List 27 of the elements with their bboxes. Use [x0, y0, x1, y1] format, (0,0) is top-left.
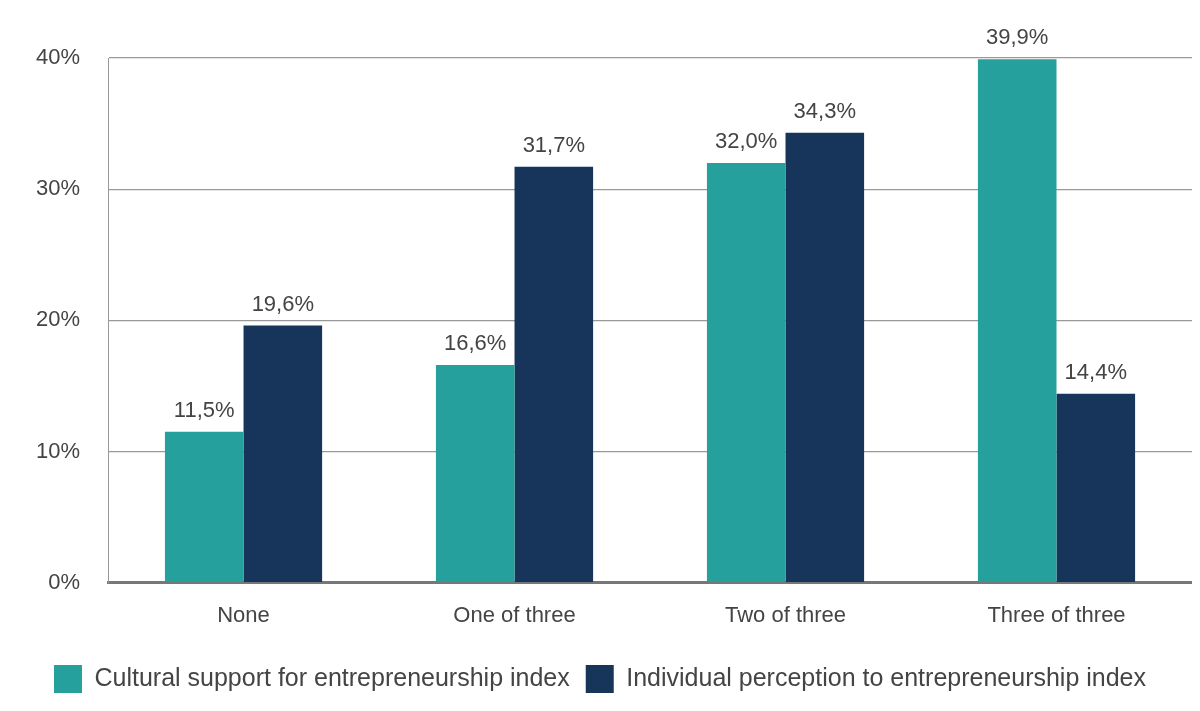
- data-label: 16,6%: [444, 329, 507, 355]
- bar: [706, 162, 786, 582]
- bar: [243, 325, 323, 582]
- bar: [514, 166, 594, 582]
- legend-label: Cultural support for entrepreneurship index: [94, 662, 571, 691]
- data-label: 31,7%: [522, 131, 586, 157]
- bar: [435, 364, 515, 582]
- data-label: 32,0%: [715, 127, 778, 153]
- x-tick-label: Three of three: [987, 601, 1126, 627]
- bar: [164, 431, 244, 582]
- y-tick-label: 40%: [35, 44, 81, 70]
- y-tick-label: 0%: [48, 568, 81, 594]
- data-label: 19,6%: [251, 290, 315, 316]
- data-label: 14,4%: [1064, 358, 1127, 384]
- legend-label: Individual perception to entrepreneurship index: [626, 662, 1147, 691]
- y-tick-label: 10%: [35, 437, 81, 463]
- x-tick-label: Two of three: [724, 601, 847, 627]
- x-tick-label: None: [217, 601, 270, 627]
- y-tick-label: 30%: [35, 175, 81, 201]
- bar: [1056, 393, 1136, 582]
- bar: [977, 59, 1057, 582]
- bar: [785, 132, 865, 582]
- data-label: 34,3%: [793, 97, 856, 123]
- x-tick-label: One of three: [453, 601, 576, 627]
- data-label: 11,5%: [173, 396, 235, 422]
- y-tick-label: 20%: [35, 306, 81, 332]
- data-label: 39,9%: [986, 24, 1049, 50]
